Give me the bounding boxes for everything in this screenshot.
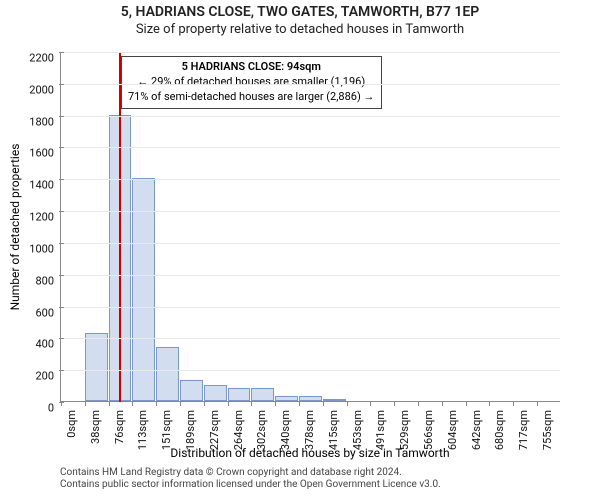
x-tick-label: 151sqm: [160, 410, 173, 450]
x-tick-mark: [466, 401, 467, 406]
y-tick-label: 1800: [14, 115, 54, 128]
histogram-bar: [204, 385, 227, 401]
x-tick-mark: [275, 401, 276, 406]
y-tick-label: 0: [14, 402, 54, 415]
x-tick-mark: [418, 401, 419, 406]
histogram-bar: [228, 388, 251, 401]
y-tick-label: 400: [14, 338, 54, 351]
x-tick-label: 717sqm: [517, 410, 530, 450]
page-title: 5, HADRIANS CLOSE, TWO GATES, TAMWORTH, …: [0, 4, 600, 20]
x-tick-mark: [132, 401, 133, 406]
reference-info-line: 71% of semi-detached houses are larger (…: [128, 90, 375, 105]
y-tick-mark: [59, 370, 64, 371]
x-axis-label: Distribution of detached houses by size …: [60, 446, 560, 460]
histogram-bar: [85, 333, 108, 401]
y-tick-mark: [59, 147, 64, 148]
x-tick-label: 227sqm: [208, 410, 221, 450]
y-axis-label: Number of detached properties: [8, 0, 24, 52]
reference-info-box: 5 HADRIANS CLOSE: 94sqm← 29% of detached…: [121, 56, 382, 109]
y-tick-label: 2000: [14, 83, 54, 96]
histogram-bar: [299, 396, 322, 401]
x-tick-label: 642sqm: [470, 410, 483, 450]
y-gridline: [60, 52, 560, 53]
x-tick-label: 491sqm: [374, 410, 387, 450]
y-tick-mark: [59, 338, 64, 339]
x-tick-mark: [442, 401, 443, 406]
x-tick-mark: [299, 401, 300, 406]
y-tick-label: 1200: [14, 211, 54, 224]
chart-area: 0sqm38sqm76sqm113sqm151sqm189sqm227sqm26…: [60, 52, 560, 402]
y-tick-label: 2200: [14, 52, 54, 65]
y-tick-label: 800: [14, 274, 54, 287]
plot-area: 0sqm38sqm76sqm113sqm151sqm189sqm227sqm26…: [60, 52, 560, 402]
y-tick-mark: [59, 179, 64, 180]
x-tick-label: 0sqm: [65, 410, 78, 438]
x-tick-mark: [370, 401, 371, 406]
y-tick-mark: [59, 84, 64, 85]
y-tick-mark: [59, 402, 64, 403]
y-gridline: [60, 116, 560, 117]
y-tick-label: 200: [14, 370, 54, 383]
x-tick-mark: [489, 401, 490, 406]
x-tick-mark: [347, 401, 348, 406]
y-tick-label: 600: [14, 306, 54, 319]
x-tick-label: 76sqm: [113, 410, 126, 444]
footer-copyright: Contains HM Land Registry data © Crown c…: [60, 467, 560, 491]
y-tick-label: 1600: [14, 147, 54, 160]
histogram-bar: [180, 380, 203, 401]
x-tick-label: 529sqm: [398, 410, 411, 450]
y-tick-label: 1400: [14, 179, 54, 192]
x-tick-label: 680sqm: [493, 410, 506, 450]
y-tick-mark: [59, 307, 64, 308]
y-tick-mark: [59, 116, 64, 117]
x-tick-label: 378sqm: [303, 410, 316, 450]
y-gridline: [60, 179, 560, 180]
x-tick-mark: [228, 401, 229, 406]
x-tick-label: 189sqm: [184, 410, 197, 450]
y-tick-mark: [59, 211, 64, 212]
x-tick-mark: [204, 401, 205, 406]
y-gridline: [60, 243, 560, 244]
x-tick-mark: [85, 401, 86, 406]
y-gridline: [60, 275, 560, 276]
x-tick-label: 38sqm: [89, 410, 102, 444]
x-tick-label: 113sqm: [136, 410, 149, 450]
page-subtitle: Size of property relative to detached ho…: [0, 22, 600, 37]
histogram-bar: [156, 347, 179, 401]
footer-line-2: Contains public sector information licen…: [60, 479, 560, 491]
y-gridline: [60, 211, 560, 212]
x-tick-mark: [156, 401, 157, 406]
x-tick-mark: [251, 401, 252, 406]
x-tick-mark: [537, 401, 538, 406]
x-tick-label: 302sqm: [255, 410, 268, 450]
x-tick-label: 264sqm: [232, 410, 245, 450]
y-tick-label: 1000: [14, 242, 54, 255]
x-tick-label: 415sqm: [327, 410, 340, 450]
y-gridline: [60, 147, 560, 148]
reference-info-line: ← 29% of detached houses are smaller (1,…: [128, 75, 375, 90]
histogram-bar: [251, 388, 274, 401]
y-tick-mark: [59, 52, 64, 53]
x-tick-mark: [394, 401, 395, 406]
y-tick-mark: [59, 243, 64, 244]
x-tick-label: 566sqm: [422, 410, 435, 450]
y-gridline: [60, 307, 560, 308]
x-tick-mark: [513, 401, 514, 406]
y-gridline: [60, 84, 560, 85]
x-tick-label: 604sqm: [446, 410, 459, 450]
x-tick-mark: [109, 401, 110, 406]
reference-info-line: 5 HADRIANS CLOSE: 94sqm: [128, 60, 375, 75]
x-tick-label: 453sqm: [351, 410, 364, 450]
x-tick-label: 340sqm: [279, 410, 292, 450]
x-tick-label: 755sqm: [541, 410, 554, 450]
footer-line-1: Contains HM Land Registry data © Crown c…: [60, 467, 560, 479]
y-gridline: [60, 370, 560, 371]
x-tick-mark: [180, 401, 181, 406]
y-gridline: [60, 338, 560, 339]
histogram-bar: [323, 399, 346, 401]
y-tick-mark: [59, 275, 64, 276]
x-tick-mark: [323, 401, 324, 406]
histogram-bar: [275, 396, 298, 401]
